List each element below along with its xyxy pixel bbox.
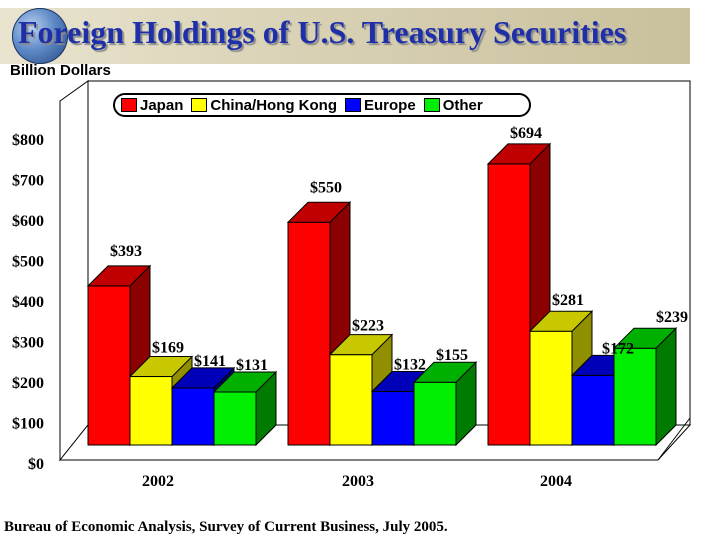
- bar-japan-2002: [87, 285, 131, 446]
- y-tick-label: $400: [12, 294, 44, 311]
- bar-top: [86, 265, 152, 287]
- x-tick-label: 2004: [540, 473, 572, 490]
- data-label: $131: [236, 357, 268, 374]
- legend-label: China/Hong Kong: [210, 96, 338, 114]
- legend-swatch: [345, 98, 362, 112]
- title-banner: [0, 8, 690, 64]
- legend-label: Other: [442, 96, 483, 114]
- y-tick-label: $700: [12, 173, 44, 190]
- legend-swatch: [191, 98, 208, 112]
- y-tick-label: $100: [12, 416, 44, 433]
- y-tick-label: $500: [12, 254, 44, 271]
- bar-china-hong-kong-2004: [529, 330, 573, 446]
- data-label: $141: [194, 353, 226, 370]
- bar-top: [128, 356, 194, 378]
- legend-swatch: [121, 98, 137, 112]
- floor-right-edge: [657, 417, 691, 461]
- y-tick-label: $0: [28, 456, 44, 473]
- bar-europe-2003: [371, 391, 415, 446]
- bar-other-2003: [413, 381, 457, 446]
- bar-other-2002: [213, 391, 257, 446]
- bar-top: [528, 310, 594, 332]
- chart-legend: Japan China/Hong Kong Europe Other: [113, 93, 531, 117]
- bar-top: [328, 334, 394, 356]
- y-axis-unit-label: Billion Dollars: [10, 62, 111, 79]
- y-axis-ticks: $0 $100 $200 $300 $400 $500 $600 $700 $800: [12, 132, 44, 473]
- data-labels: $393 $169 $141 $131 $550 $223 $132 $155 $694 $281…: [110, 125, 688, 374]
- bar-top: [170, 367, 236, 389]
- y-tick-label: $600: [12, 213, 44, 230]
- data-label: $694: [510, 125, 542, 142]
- bar-japan-2004: [487, 163, 531, 446]
- legend-label: Europe: [364, 96, 416, 114]
- data-label: $155: [436, 347, 468, 364]
- bar-top: [486, 143, 552, 165]
- data-label: $172: [602, 340, 634, 357]
- legend-swatch: [423, 98, 440, 112]
- bar-europe-2004: [571, 374, 615, 446]
- bar-top: [212, 371, 278, 393]
- legend-item: Europe: [345, 97, 416, 114]
- side-wall: [59, 80, 89, 462]
- bar-europe-2002: [171, 387, 215, 446]
- legend-item: China/Hong Kong: [191, 97, 337, 114]
- bar-china-hong-kong-2002: [129, 376, 173, 446]
- legend-item: Japan: [121, 97, 183, 114]
- chart-title: Foreign Holdings of U.S. Treasury Securi…: [18, 14, 627, 50]
- bar-top: [286, 201, 352, 223]
- x-tick-label: 2002: [142, 473, 174, 490]
- data-label: $281: [552, 292, 584, 309]
- source-note: Bureau of Economic Analysis, Survey of C…: [4, 519, 448, 535]
- bar-japan-2003: [287, 221, 331, 446]
- y-tick-label: $800: [12, 132, 44, 149]
- data-label: $169: [152, 340, 184, 357]
- x-tick-label: 2003: [342, 473, 374, 490]
- x-axis-ticks: 2002 2003 2004: [142, 473, 572, 490]
- bar-china-hong-kong-2003: [329, 354, 373, 446]
- y-tick-label: $300: [12, 335, 44, 352]
- bar-series: [86, 142, 678, 447]
- legend-label: Japan: [140, 96, 184, 114]
- globe-icon: [12, 8, 68, 64]
- data-label: $393: [110, 243, 142, 260]
- bar-top: [412, 361, 478, 383]
- data-label: $132: [394, 357, 426, 374]
- bar-top: [612, 327, 678, 349]
- data-label: $550: [310, 179, 342, 196]
- data-label: $239: [656, 309, 688, 326]
- data-label: $223: [352, 318, 384, 335]
- y-tick-label: $200: [12, 375, 44, 392]
- bar-other-2004: [613, 347, 657, 446]
- legend-item: Other: [423, 96, 483, 114]
